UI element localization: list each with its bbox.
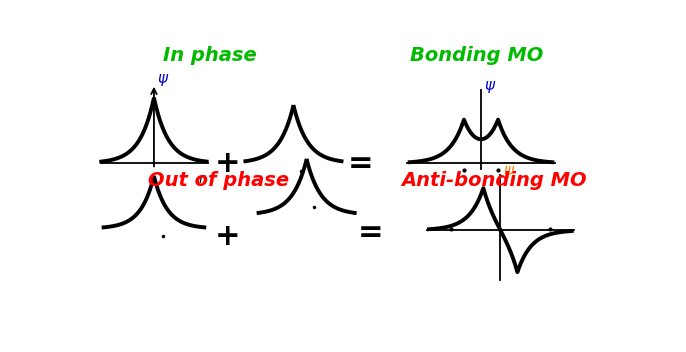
Text: $\psi$: $\psi$ [484, 78, 497, 95]
Text: In phase: In phase [163, 46, 257, 65]
Text: =: = [348, 149, 374, 178]
Text: =: = [358, 218, 383, 247]
Text: $\psi$: $\psi$ [157, 73, 169, 88]
Text: $\psi$: $\psi$ [504, 164, 516, 180]
Text: Anti-bonding MO: Anti-bonding MO [401, 171, 587, 190]
Text: +: + [215, 149, 240, 178]
Text: +: + [215, 222, 240, 251]
Text: Out of phase: Out of phase [148, 171, 289, 190]
Text: Bonding MO: Bonding MO [410, 46, 544, 65]
Text: $r$: $r$ [198, 172, 206, 186]
